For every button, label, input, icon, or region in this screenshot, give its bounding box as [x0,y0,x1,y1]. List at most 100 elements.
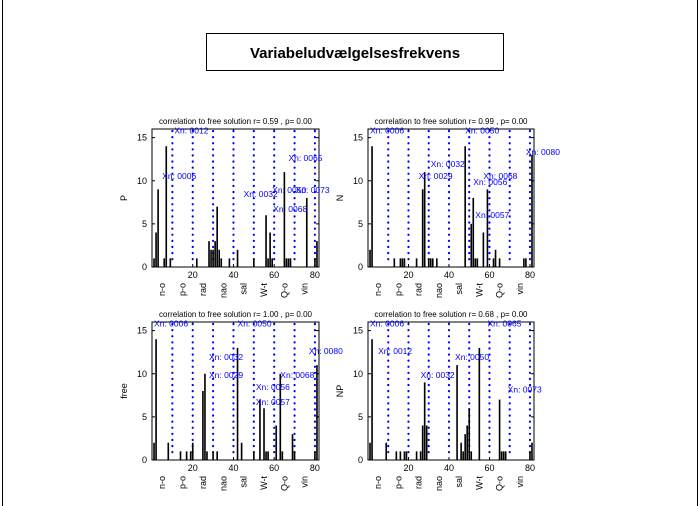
bar [271,258,273,267]
group-label: rad [414,476,424,489]
bar [263,408,265,460]
annotation-label: Xn: 0012 [378,346,412,356]
annotation-label: Xn: 0057 [256,397,290,407]
bar [155,339,157,460]
bar [423,382,426,460]
group-label: p-o [393,283,403,296]
bar [216,451,218,460]
annotation-label: Xn: 0050 [455,352,489,362]
bar [291,434,294,460]
x-tick-label: 60 [484,463,494,473]
annotation-label: Xn: 0050 [465,125,499,135]
bar [403,451,406,460]
bar [216,206,218,267]
bar [466,425,469,460]
y-tick-label: 15 [137,326,147,336]
group-label: rad [198,283,208,296]
y-axis-label: P [119,195,129,201]
group-label: nao [434,476,444,491]
annotation-label: Xn: 0065 [487,318,521,328]
bar [218,249,221,267]
bar [460,442,462,460]
bar [316,365,318,460]
axes-box [151,321,320,461]
annotation-label: Xn: 0032 [421,370,455,380]
bar [399,451,402,460]
bar [212,249,214,267]
y-tick-label: 5 [358,219,363,229]
bar [405,451,408,460]
bar [415,258,418,267]
annotation-label: Xn: 0029 [209,370,243,380]
bar [529,451,531,460]
x-tick-label: 80 [310,270,320,280]
bar [462,451,464,460]
annotation-label: Xn: 0006 [162,171,196,181]
y-tick-label: 10 [137,369,147,379]
group-label: Q-o [279,283,289,298]
bar [421,425,424,460]
group-label: Q-o [495,476,505,491]
group-label: n-o [373,476,383,489]
bar [498,258,501,267]
bar [293,451,296,460]
bar [385,442,388,460]
bar [283,172,286,267]
annotation-label: Xn: 0073 [508,385,542,395]
bar [287,258,290,267]
bar [498,399,501,460]
bar [314,258,316,267]
bar [500,451,503,460]
bar [253,258,255,267]
bar [208,241,210,267]
bar [236,249,239,267]
bar [525,258,527,267]
annotation-label: Xn: 0068 [273,204,307,214]
x-tick-label: 20 [188,463,198,473]
bar [464,434,466,460]
bar [155,232,157,267]
y-tick-label: 5 [142,412,147,422]
annotation-label: Xn: 0068 [280,370,314,380]
group-label: vin [300,283,310,295]
x-tick-label: 40 [444,270,454,280]
group-label: rad [414,283,424,296]
y-tick-label: 0 [358,262,363,272]
bar [259,399,261,460]
title-box [206,33,504,71]
bar [492,258,495,267]
x-tick-label: 40 [444,463,454,473]
bar [285,258,288,267]
bar [464,146,466,267]
bar [415,451,418,460]
bar [482,232,485,267]
group-label: p-o [178,476,188,489]
bar [269,232,271,267]
bar [314,451,316,460]
group-label: sal [239,283,249,295]
group-label: Q-o [279,476,289,491]
y-tick-label: 0 [142,262,147,272]
bar [371,339,373,460]
bar [204,373,206,460]
y-tick-label: 10 [353,176,363,186]
bar [195,258,198,267]
x-tick-label: 80 [525,270,535,280]
annotation-label: Xn: 0012 [174,125,208,135]
annotation-label: Xn: 0029 [419,171,453,181]
bar [202,391,204,460]
bar [191,442,194,460]
group-label: n-o [157,476,167,489]
annotation-label: Xn: 0056 [473,177,507,187]
group-label: n-o [157,283,167,296]
bar [486,189,489,267]
bar [523,258,525,267]
bar [289,258,292,267]
x-tick-label: 80 [525,463,535,473]
bar [240,442,243,460]
bar [265,215,267,267]
axes-box [151,128,320,268]
bar [419,451,422,460]
bar [236,347,239,460]
